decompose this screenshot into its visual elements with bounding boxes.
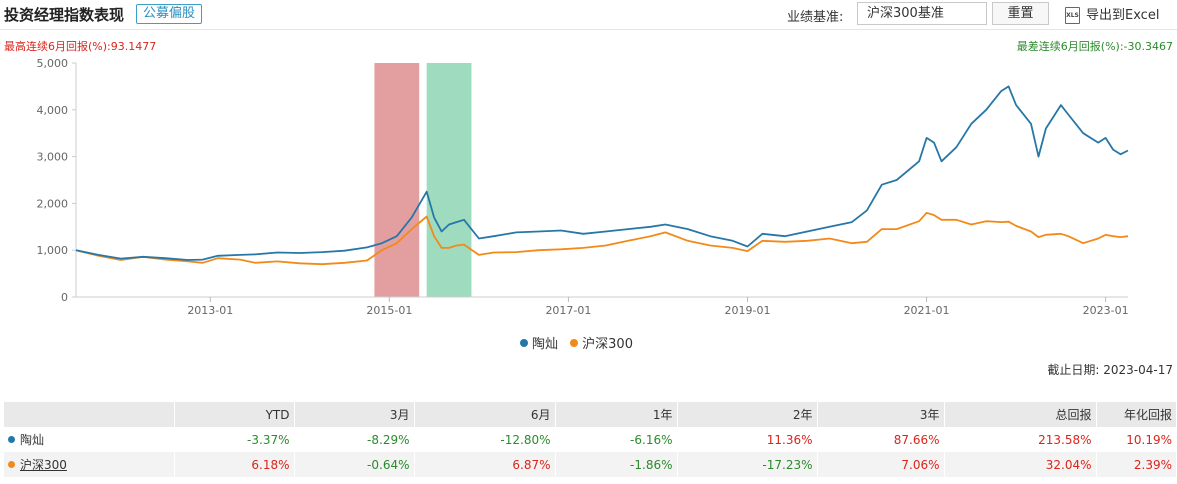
legend-item-manager[interactable]: 陶灿	[520, 337, 558, 352]
y-tick-label: 3,000	[37, 151, 69, 164]
worst-6m-value: -30.3467	[1123, 40, 1173, 53]
reset-button[interactable]: 重置	[992, 2, 1049, 25]
worst-6m-label: 最差连续6月回报(%):	[1016, 40, 1124, 53]
y-tick-label: 1,000	[37, 244, 69, 257]
benchmark-select[interactable]: 沪深300基准	[857, 2, 987, 25]
performance-line-chart: 0 1,000 2,000 3,000 4,000 5,000 2013-01 2015-01…	[37, 57, 1129, 317]
x-tick-label: 2023-01	[1083, 304, 1129, 317]
header-cell: 总回报	[944, 402, 1097, 427]
manager-dot-icon	[8, 436, 15, 443]
table-cell: 2.39%	[1096, 452, 1177, 477]
benchmark-dot-icon	[570, 339, 579, 347]
header-cell: 3年	[817, 402, 945, 427]
table-cell: 11.36%	[677, 427, 818, 452]
cutoff-date: 截止日期: 2023-04-17	[1047, 363, 1173, 377]
row-name-benchmark[interactable]: 沪深300	[4, 452, 175, 477]
highlight-band-best-6m	[374, 63, 420, 297]
x-tick-label: 2021-01	[904, 304, 950, 317]
y-tick-label: 4,000	[37, 104, 69, 117]
benchmark-label: 业绩基准:	[787, 10, 844, 25]
worst-6m-return: 最差连续6月回报(%):-30.3467	[1017, 38, 1173, 54]
export-label: 导出到Excel	[1086, 8, 1160, 23]
legend-item-benchmark[interactable]: 沪深300	[570, 337, 633, 352]
table-cell: 7.06%	[817, 452, 945, 477]
best-6m-value: 93.1477	[110, 40, 157, 53]
header-cell: 2年	[677, 402, 818, 427]
table-cell: -6.16%	[555, 427, 678, 452]
best-6m-return: 最高连续6月回报(%):93.1477	[4, 38, 156, 54]
excel-file-icon: XLS	[1065, 7, 1080, 24]
series-line-manager	[75, 85, 1129, 261]
best-6m-label: 最高连续6月回报(%):	[4, 40, 111, 53]
table-cell: -17.23%	[677, 452, 818, 477]
header-cell: 年化回报	[1096, 402, 1177, 427]
legend-manager-label: 陶灿	[532, 337, 559, 352]
table-cell: 213.58%	[944, 427, 1097, 452]
table-header-row: YTD 3月 6月 1年 2年 3年 总回报 年化回报	[4, 402, 1177, 427]
x-tick-label: 2019-01	[725, 304, 771, 317]
series-line-benchmark	[75, 211, 1129, 266]
header-cell: 3月	[294, 402, 415, 427]
table-cell: 32.04%	[944, 452, 1097, 477]
highlight-band-worst-6m	[426, 63, 472, 297]
x-tick-label: 2015-01	[366, 304, 412, 317]
table-cell: 6.87%	[414, 452, 556, 477]
row-name-manager: 陶灿	[4, 427, 175, 452]
table-row: 沪深300 6.18% -0.64% 6.87% -1.86% -17.23% …	[4, 452, 1177, 477]
table-cell: 10.19%	[1096, 427, 1177, 452]
table-cell: -1.86%	[555, 452, 678, 477]
table-cell: -3.37%	[174, 427, 295, 452]
y-tick-label: 0	[61, 291, 68, 304]
x-tick-label: 2013-01	[187, 304, 233, 317]
x-tick-label: 2017-01	[545, 304, 591, 317]
page-title: 投资经理指数表现	[4, 6, 125, 24]
chart-legend: 陶灿 沪深300	[520, 333, 641, 352]
benchmark-dot-icon	[8, 461, 15, 468]
export-excel-button[interactable]: XLS 导出到Excel	[1065, 4, 1159, 24]
performance-table: YTD 3月 6月 1年 2年 3年 总回报 年化回报 陶灿 -3.37% -8…	[4, 402, 1177, 477]
table-cell: -0.64%	[294, 452, 415, 477]
table-cell: -12.80%	[414, 427, 556, 452]
header-cell: 6月	[414, 402, 556, 427]
manager-dot-icon	[520, 339, 528, 347]
legend-benchmark-label: 沪深300	[582, 337, 633, 352]
toolbar: 投资经理指数表现 公募偏股 业绩基准: 沪深300基准 重置 XLS 导出到Exc…	[0, 0, 1177, 30]
header-cell: YTD	[174, 402, 295, 427]
category-badge[interactable]: 公募偏股	[136, 4, 203, 24]
table-cell: -8.29%	[294, 427, 415, 452]
y-tick-label: 2,000	[37, 197, 69, 210]
header-cell: 1年	[555, 402, 678, 427]
header-cell	[4, 402, 175, 427]
table-cell: 6.18%	[174, 452, 295, 477]
table-row: 陶灿 -3.37% -8.29% -12.80% -6.16% 11.36% 8…	[4, 427, 1177, 452]
table-cell: 87.66%	[817, 427, 945, 452]
y-tick-label: 5,000	[37, 57, 69, 70]
